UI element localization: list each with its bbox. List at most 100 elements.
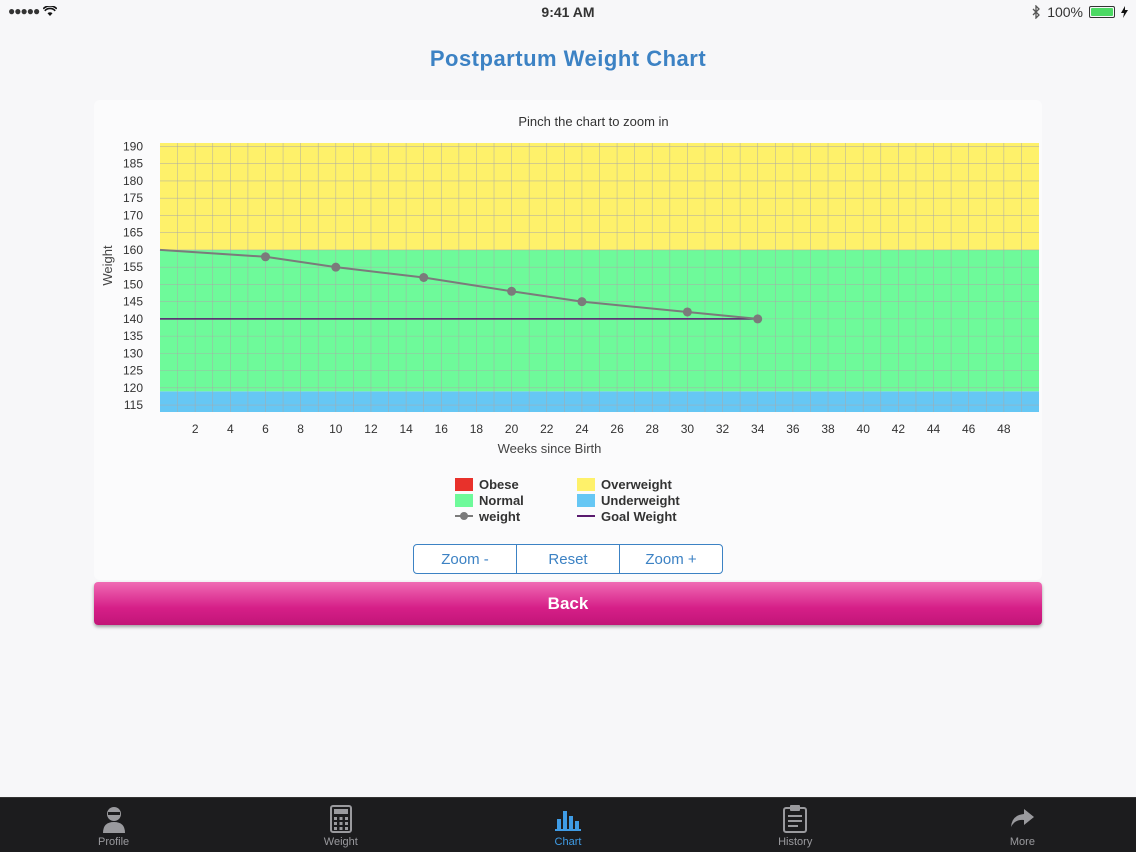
tab-chart[interactable]: Chart — [454, 798, 681, 852]
x-tick-label: 24 — [575, 422, 589, 436]
x-tick-label: 34 — [751, 422, 765, 436]
x-tick-label: 48 — [997, 422, 1011, 436]
legend-label: Normal — [479, 492, 524, 508]
legend-swatch — [455, 477, 473, 491]
calculator-icon — [326, 804, 356, 834]
back-button[interactable]: Back — [94, 582, 1042, 625]
tab-profile[interactable]: Profile — [0, 798, 227, 852]
x-tick-label: 44 — [927, 422, 941, 436]
x-tick-label: 32 — [716, 422, 730, 436]
y-tick-label: 130 — [123, 346, 143, 360]
y-tick-label: 115 — [124, 398, 143, 412]
x-tick-label: 16 — [435, 422, 449, 436]
zoom-in-button[interactable]: Zoom + — [645, 550, 697, 568]
tab-more[interactable]: More — [909, 798, 1136, 852]
chart-card[interactable]: Pinch the chart to zoom in 115 120 125 130 13… — [94, 100, 1042, 580]
zoom-controls: Zoom - Reset Zoom + — [413, 544, 723, 574]
y-tick-label: 190 — [123, 139, 143, 153]
legend-label: Underweight — [601, 492, 680, 508]
x-tick-label: 4 — [227, 422, 234, 436]
y-tick-label: 175 — [123, 191, 143, 205]
x-tick-label: 38 — [821, 422, 835, 436]
y-tick-label: 140 — [123, 312, 143, 326]
bar-chart-icon — [553, 804, 583, 834]
legend-item: Overweight — [577, 476, 715, 492]
status-time: 9:41 AM — [541, 4, 595, 20]
signal-icon: ●●●●● — [8, 4, 40, 18]
zoom-reset-button[interactable]: Reset — [517, 545, 620, 573]
legend-item: Normal — [455, 492, 577, 508]
tab-weight[interactable]: Weight — [227, 798, 454, 852]
x-tick-label: 28 — [646, 422, 660, 436]
x-tick-label: 18 — [470, 422, 484, 436]
signal-area: ●●●●● — [8, 4, 58, 18]
y-tick-label: 150 — [123, 277, 143, 291]
weight-chart[interactable]: Pinch the chart to zoom in 115 120 125 130 13… — [94, 100, 1042, 470]
x-tick-label: 2 — [192, 422, 199, 436]
tab-bar: Profile Weight — [0, 797, 1136, 852]
legend-item: Underweight — [577, 492, 715, 508]
y-tick-label: 135 — [123, 329, 143, 343]
wifi-icon — [43, 5, 58, 16]
x-tick-label: 40 — [857, 422, 871, 436]
y-tick-label: 185 — [123, 157, 143, 171]
x-axis-label: Weeks since Birth — [498, 441, 602, 456]
profile-icon — [99, 804, 129, 834]
page-title: Postpartum Weight Chart — [429, 46, 707, 71]
battery-icon — [1089, 6, 1115, 18]
bluetooth-icon — [1032, 5, 1041, 19]
tab-label: Weight — [323, 836, 358, 848]
x-tick-label: 46 — [962, 422, 976, 436]
tab-label: History — [778, 836, 813, 848]
chart-title: Pinch the chart to zoom in — [518, 114, 668, 129]
zoom-out-button[interactable]: Zoom - — [414, 545, 517, 573]
x-tick-label: 22 — [540, 422, 554, 436]
y-tick-label: 180 — [123, 174, 143, 188]
y-tick-label: 145 — [123, 295, 143, 309]
y-tick-label: 155 — [123, 260, 143, 274]
legend-label: Goal Weight — [601, 508, 677, 524]
tab-label: Profile — [98, 836, 130, 848]
weight-point — [753, 314, 763, 324]
legend-swatch — [455, 493, 473, 507]
chart-legend: Obese Overweight Normal Underweight weight Go… — [455, 476, 715, 524]
legend-item: Obese — [455, 476, 577, 492]
weight-point — [331, 262, 341, 272]
legend-swatch — [577, 477, 595, 491]
legend-item: weight — [455, 508, 577, 524]
y-tick-label: 120 — [123, 381, 143, 395]
weight-point — [260, 252, 270, 262]
weight-point — [682, 307, 692, 317]
legend-label: Overweight — [601, 476, 672, 492]
x-tick-label: 6 — [262, 422, 269, 436]
clipboard-icon — [780, 804, 810, 834]
y-tick-label: 160 — [123, 243, 143, 257]
x-tick-label: 14 — [399, 422, 413, 436]
charging-icon — [1121, 6, 1128, 18]
x-tick-label: 26 — [610, 422, 624, 436]
weight-point — [419, 273, 429, 282]
tab-label: More — [1009, 836, 1035, 848]
x-tick-label: 20 — [505, 422, 519, 436]
legend-swatch — [577, 515, 595, 517]
x-tick-label: 12 — [364, 422, 378, 436]
y-tick-label: 125 — [123, 364, 143, 378]
status-bar: ●●●●● 9:41 AM 100% — [0, 0, 1136, 24]
legend-swatch — [455, 512, 473, 520]
x-tick-label: 10 — [329, 422, 343, 436]
tab-label: Chart — [554, 836, 582, 848]
legend-label: weight — [479, 508, 521, 524]
x-tick-label: 36 — [786, 422, 800, 436]
legend-item: Goal Weight — [577, 508, 715, 524]
x-tick-label: 8 — [297, 422, 304, 436]
x-tick-label: 30 — [681, 422, 695, 436]
y-axis-label: Weight — [100, 245, 115, 286]
legend-swatch — [577, 493, 595, 507]
weight-point — [507, 286, 517, 296]
y-tick-label: 170 — [123, 208, 143, 222]
status-right: 100% — [1032, 4, 1128, 20]
weight-line — [159, 248, 758, 320]
battery-percent: 100% — [1047, 4, 1083, 20]
tab-history[interactable]: History — [682, 798, 909, 852]
weight-point — [577, 297, 587, 307]
